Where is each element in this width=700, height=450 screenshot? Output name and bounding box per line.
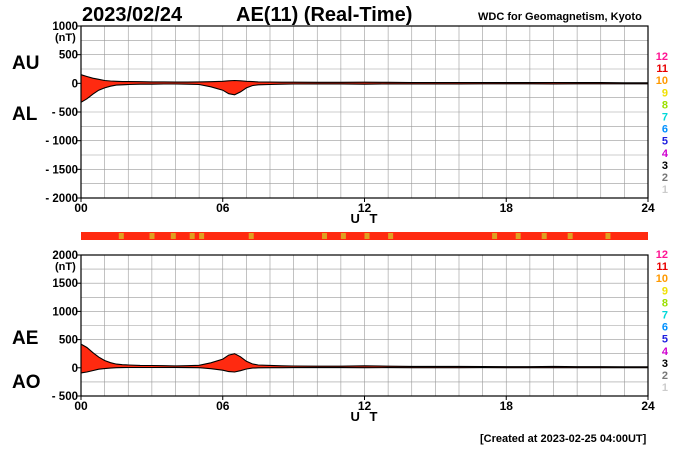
status-bar-mark <box>567 233 573 239</box>
y-tick-label: - 1500 <box>45 164 78 176</box>
ae-label: AE <box>12 328 39 349</box>
level-scale-label: 10 <box>656 75 668 87</box>
status-bar-mark <box>364 233 370 239</box>
status-bar-mark <box>605 233 611 239</box>
bottom-unit-label: (nT) <box>55 261 76 273</box>
y-tick-label: 1000 <box>52 21 78 33</box>
level-scale-label: 8 <box>662 297 668 309</box>
status-bar-mark <box>541 233 547 239</box>
y-tick-label: - 500 <box>52 391 78 403</box>
status-bar-mark <box>118 233 124 239</box>
level-scale-label: 6 <box>662 322 668 334</box>
status-bar-mark <box>189 233 195 239</box>
level-scale-label: 4 <box>662 346 669 358</box>
y-tick-label: - 500 <box>52 107 78 119</box>
level-scale-label: 5 <box>662 334 668 346</box>
status-bar-mark <box>248 233 254 239</box>
level-scale-label: 2 <box>662 172 668 184</box>
level-scale-label: 12 <box>656 249 668 261</box>
x-axis-label: U T <box>351 409 381 424</box>
x-tick-label: 06 <box>216 201 230 215</box>
status-bar-mark <box>492 233 498 239</box>
level-scale-label: 5 <box>662 136 668 148</box>
level-scale-label: 1 <box>662 382 668 394</box>
status-bar-mark <box>170 233 176 239</box>
x-tick-label: 18 <box>500 201 514 215</box>
top-unit-label: (nT) <box>55 32 76 44</box>
chart-title: AE(11) (Real-Time) <box>236 4 413 26</box>
level-scale-label: 9 <box>662 285 668 297</box>
source-label: WDC for Geomagnetism, Kyoto <box>478 11 642 23</box>
x-tick-label: 18 <box>500 399 514 413</box>
x-tick-label: 24 <box>641 201 655 215</box>
date-label: 2023/02/24 <box>82 4 183 26</box>
status-bar-mark <box>515 233 521 239</box>
level-scale-label: 8 <box>662 99 668 111</box>
level-scale-label: 1 <box>662 184 668 196</box>
level-scale-label: 3 <box>662 358 668 370</box>
y-tick-label: 0 <box>72 363 78 375</box>
y-tick-label: 1000 <box>52 306 78 318</box>
level-scale-label: 6 <box>662 124 668 136</box>
status-bar-mark <box>149 233 155 239</box>
y-tick-label: - 1000 <box>45 136 78 148</box>
x-tick-label: 12 <box>358 201 372 215</box>
status-bar-mark <box>321 233 327 239</box>
y-tick-label: 500 <box>59 50 78 62</box>
level-scale-label: 11 <box>656 63 668 75</box>
au-label: AU <box>12 53 40 74</box>
level-scale-label: 4 <box>662 148 669 160</box>
y-tick-label: 1500 <box>52 278 78 290</box>
x-tick-label: 12 <box>358 399 372 413</box>
x-tick-label: 06 <box>216 399 230 413</box>
x-tick-label: 00 <box>74 399 88 413</box>
level-scale-label: 2 <box>662 370 668 382</box>
series-line-ao <box>80 366 648 374</box>
level-scale-label: 10 <box>656 273 668 285</box>
activity-status-bar <box>81 232 648 240</box>
x-tick-label: 24 <box>641 399 655 413</box>
data-area-fill <box>81 344 648 373</box>
level-scale-label: 7 <box>662 310 668 322</box>
status-bar-mark <box>340 233 346 239</box>
series-line-ae <box>80 343 648 368</box>
y-tick-label: 500 <box>59 335 78 347</box>
status-bar-mark <box>388 233 394 239</box>
ao-label: AO <box>12 372 41 393</box>
x-axis-label: U T <box>351 211 381 226</box>
status-bar-mark <box>199 233 205 239</box>
level-scale-label: 12 <box>656 51 668 63</box>
level-scale-label: 7 <box>662 112 668 124</box>
created-timestamp: [Created at 2023-02-25 04:00UT] <box>480 433 647 445</box>
level-scale-label: 11 <box>656 261 668 273</box>
series-line-al <box>80 83 648 103</box>
level-scale-label: 3 <box>662 160 668 172</box>
y-tick-label: 2000 <box>52 250 78 262</box>
y-tick-label: 0 <box>72 78 78 90</box>
x-tick-label: 00 <box>74 201 88 215</box>
y-tick-label: - 2000 <box>45 193 78 205</box>
level-scale-label: 9 <box>662 87 668 99</box>
series-line-au <box>80 74 648 84</box>
al-label: AL <box>12 104 38 125</box>
